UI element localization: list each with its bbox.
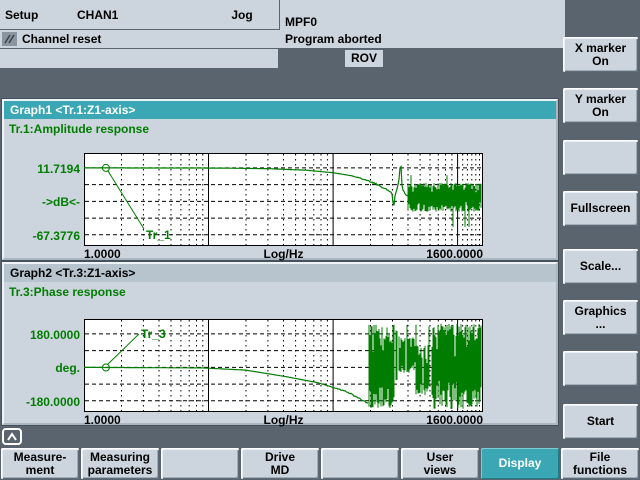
softkey-label: Display	[498, 456, 542, 470]
graph2-ylabel: deg.	[55, 361, 80, 375]
rov-badge: ROV	[345, 50, 383, 67]
recall-chevron-up-icon[interactable]	[2, 428, 22, 445]
softkey-display[interactable]: Display	[481, 448, 559, 479]
graph1-plot: Tr_1	[84, 153, 483, 246]
softkey-label: Graphics	[574, 303, 627, 318]
graph2-plot: Tr_3	[84, 319, 483, 412]
softkey-y-marker-on[interactable]: Y marker On	[563, 88, 638, 123]
graph1-ytick-top: 11.7194	[37, 162, 80, 176]
graph2-xlabel: Log/Hz	[263, 413, 304, 427]
message-line	[0, 49, 278, 68]
softkey-x-marker-on[interactable]: X marker On	[563, 37, 638, 72]
softkey-label: Scale...	[579, 259, 622, 273]
softkey-fullscreen[interactable]: Fullscreen	[563, 191, 638, 226]
softkey-label: User	[426, 449, 454, 464]
graph2-subtitle: Tr.3:Phase response	[9, 285, 126, 299]
graph1-xtick-left: 1.0000	[84, 247, 121, 261]
softkey-label: Start	[586, 414, 615, 428]
graph2-xtick-right: 1600.0000	[426, 413, 483, 427]
softkey-label: MD	[270, 462, 290, 477]
softkey-label: Y marker	[574, 91, 627, 106]
softkey-blank-1[interactable]	[563, 140, 638, 175]
softkey-label: Drive	[264, 449, 296, 464]
softkey-user-views[interactable]: User views	[401, 448, 479, 479]
graph1-subtitle: Tr.1:Amplitude response	[9, 122, 150, 136]
graph1-ytick-bottom: -67.3776	[32, 229, 80, 243]
softkey-blank-2[interactable]	[563, 351, 638, 386]
channel-indicator: CHAN1	[71, 0, 210, 29]
softkey-label: functions	[573, 462, 627, 477]
softkey-drive-md[interactable]: Drive MD	[241, 448, 319, 479]
softkey-label: X marker	[574, 40, 627, 55]
svg-text:Tr_1: Tr_1	[146, 228, 171, 242]
graph2-header[interactable]: Graph2 <Tr.3:Z1-axis>	[4, 264, 556, 282]
graph1-panel: Graph1 <Tr.1:Z1-axis> Tr.1:Amplitude res…	[2, 99, 558, 261]
softkey-label: ment	[25, 462, 55, 477]
channel-reset-icon	[2, 32, 17, 46]
softkey-file-functions[interactable]: File functions	[561, 448, 639, 479]
softkey-measurement[interactable]: Measure- ment	[1, 448, 79, 479]
softkey-label: On	[592, 53, 609, 68]
graph2-panel: Graph2 <Tr.3:Z1-axis> Tr.3:Phase respons…	[2, 262, 558, 427]
mode-indicator: Jog	[205, 0, 279, 29]
channel-state: Channel reset	[0, 30, 280, 48]
program-name: MPF0	[280, 0, 565, 30]
channel-state-label: Channel reset	[22, 32, 102, 46]
operating-area-indicator: Setup	[0, 0, 75, 29]
softkey-blank-4[interactable]	[321, 448, 399, 479]
graph1-ylabel: ->dB<-	[41, 195, 80, 209]
softkey-label: Measuring	[89, 449, 150, 464]
softkey-scale[interactable]: Scale...	[563, 249, 638, 284]
graph2-ytick-bottom: -180.0000	[25, 395, 80, 409]
softkey-label: parameters	[87, 462, 153, 477]
softkey-label: Fullscreen	[570, 201, 631, 215]
program-state: Program aborted	[280, 30, 565, 48]
softkey-blank-3[interactable]	[161, 448, 239, 479]
softkey-label: File	[589, 449, 611, 464]
svg-text:Tr_3: Tr_3	[141, 327, 166, 341]
graph1-xtick-right: 1600.0000	[426, 247, 483, 261]
graph2-xtick-left: 1.0000	[84, 413, 121, 427]
softkey-label: Measure-	[13, 449, 67, 464]
softkey-label: ...	[595, 316, 606, 331]
graph1-header[interactable]: Graph1 <Tr.1:Z1-axis>	[4, 101, 556, 119]
softkey-graphics[interactable]: Graphics ...	[563, 300, 638, 335]
graph2-ytick-top: 180.0000	[29, 328, 80, 342]
graph1-xlabel: Log/Hz	[263, 247, 304, 261]
softkey-label: views	[423, 462, 457, 477]
softkey-start[interactable]: Start	[563, 404, 638, 439]
softkey-label: On	[592, 104, 609, 119]
softkey-measuring-parameters[interactable]: Measuring parameters	[81, 448, 159, 479]
